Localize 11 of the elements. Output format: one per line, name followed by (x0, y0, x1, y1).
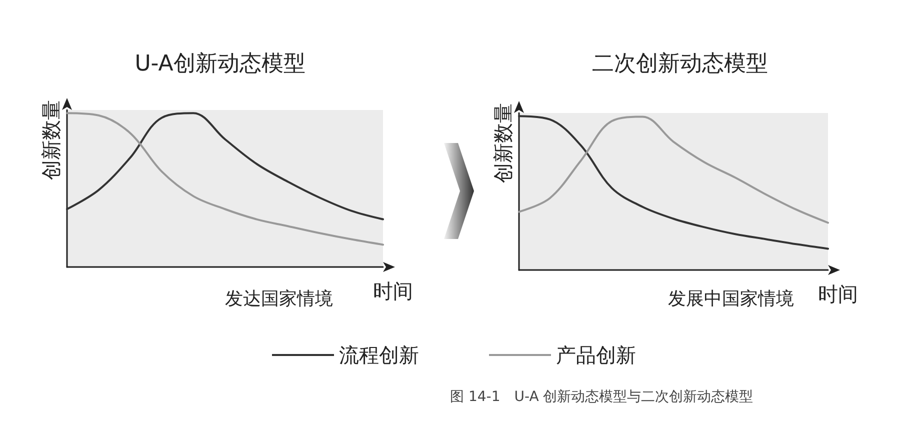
legend-label: 产品创新 (556, 343, 636, 367)
text: 发展中国家情境 (668, 288, 794, 310)
x-axis-title: 时间 (818, 282, 858, 306)
text: 发达国家情境 (225, 288, 333, 310)
caption: 图 14-1 U-A 创新动态模型与二次创新动态模型 (450, 389, 754, 405)
legend-label: 流程创新 (339, 343, 419, 367)
y-axis-title: 创新数量 (39, 100, 63, 180)
x-axis-title: 时间 (373, 279, 413, 303)
chart-title: U-A创新动态模型 (134, 52, 306, 76)
y-axis-title: 创新数量 (491, 103, 515, 183)
chart-title: 二次创新动态模型 (592, 52, 768, 76)
